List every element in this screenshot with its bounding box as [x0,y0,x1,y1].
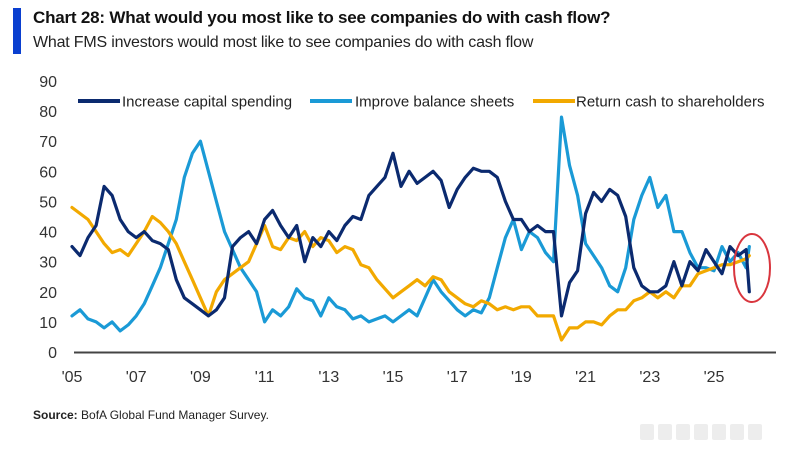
x-tick-label: '11 [255,369,275,386]
chart-subtitle: What FMS investors would most like to se… [33,34,534,51]
x-tick-label: '25 [704,369,725,386]
title-accent-bar [13,8,21,54]
x-axis: '05 '07 '09 '11 '13 '15 '17 '19 '21 '23 '25 [62,369,725,386]
x-tick-label: '07 [126,369,147,386]
y-tick-label: 20 [39,285,57,302]
y-tick-label: 10 [39,315,57,332]
source-note: Source: BofA Global Fund Manager Survey. [33,408,269,422]
series-line-increase-capital-spending [70,151,751,318]
x-tick-label: '23 [639,369,660,386]
series-line-improve-balance-sheets [70,115,751,333]
x-tick-label: '05 [62,369,83,386]
y-tick-label: 40 [39,225,57,242]
x-tick-label: '13 [318,369,339,386]
legend-label-balance: Improve balance sheets [355,94,514,111]
y-tick-label: 50 [39,194,57,211]
y-axis: 0 10 20 30 40 50 60 70 80 90 [39,74,57,362]
source-text: BofA Global Fund Manager Survey. [81,408,269,422]
highlight-circle-annotation [733,233,771,303]
chart-title: Chart 28: What would you most like to se… [33,8,611,27]
x-tick-label: '21 [575,369,596,386]
x-tick-label: '17 [447,369,468,386]
y-tick-label: 60 [39,164,57,181]
y-tick-label: 30 [39,255,57,272]
y-tick-label: 80 [39,104,57,121]
legend: Increase capital spending Improve balanc… [78,94,764,111]
x-tick-label: '15 [383,369,404,386]
x-tick-label: '09 [190,369,211,386]
y-tick-label: 90 [39,74,57,91]
source-label: Source: [33,408,78,422]
series-group [70,115,751,342]
y-tick-label: 0 [48,345,57,362]
y-tick-label: 70 [39,134,57,151]
legend-label-capex: Increase capital spending [122,94,292,111]
series-line-return-cash-to-shareholders [70,205,751,342]
x-tick-label: '19 [511,369,532,386]
watermark [640,424,782,444]
legend-label-cash: Return cash to shareholders [576,94,764,111]
